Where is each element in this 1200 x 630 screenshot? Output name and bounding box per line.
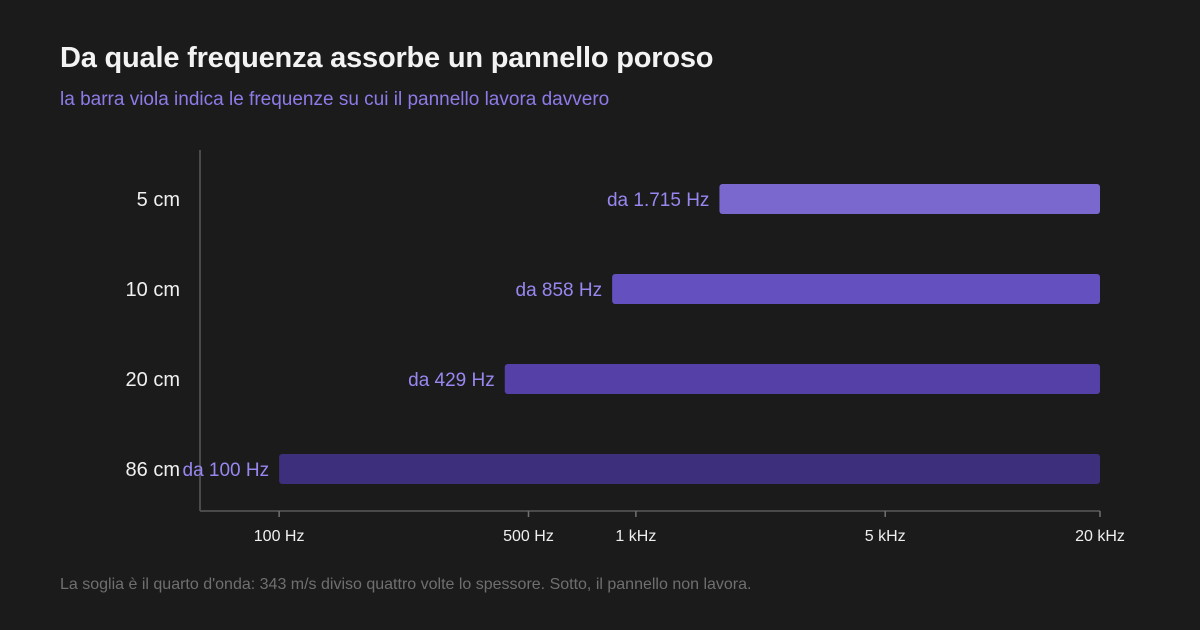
chart-footnote: La soglia è il quarto d'onda: 343 m/s di… [60, 576, 752, 593]
range-bar [279, 454, 1100, 484]
category-label: 20 cm [126, 369, 180, 391]
category-label: 5 cm [137, 189, 180, 211]
x-tick-label: 5 kHz [865, 528, 906, 545]
bar-value-label: da 1.715 Hz [607, 190, 709, 211]
bar-value-label: da 100 Hz [183, 460, 270, 481]
x-tick-label: 500 Hz [503, 528, 554, 545]
range-bar [504, 364, 1101, 394]
x-tick-label: 100 Hz [254, 528, 305, 545]
bar-value-label: da 858 Hz [516, 280, 603, 301]
range-bar [612, 274, 1100, 304]
category-label: 10 cm [126, 279, 180, 301]
category-label: 86 cm [126, 459, 180, 481]
range-bar [719, 184, 1100, 214]
chart-subtitle: la barra viola indica le frequenze su cu… [60, 89, 610, 110]
chart-title: Da quale frequenza assorbe un pannello p… [60, 42, 714, 74]
x-tick-label: 20 kHz [1075, 528, 1125, 545]
bar-value-label: da 429 Hz [408, 370, 495, 391]
x-tick-label: 1 kHz [615, 528, 656, 545]
